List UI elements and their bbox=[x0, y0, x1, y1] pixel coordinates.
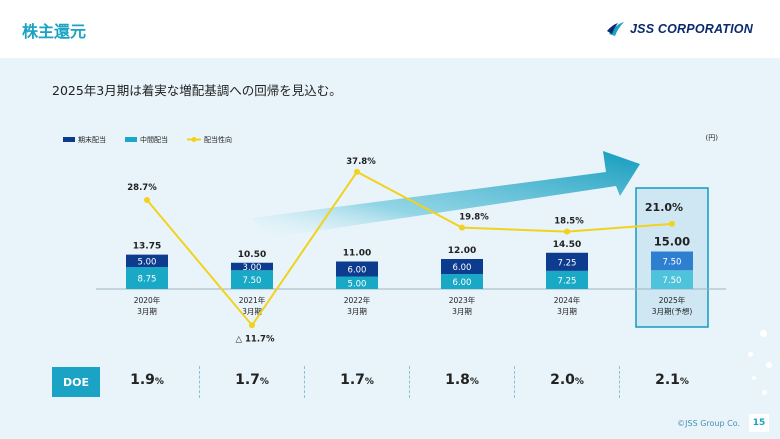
doe-separator bbox=[514, 366, 515, 398]
doe-value: 2.0% bbox=[550, 372, 584, 388]
bar-total-label: 15.00 bbox=[654, 235, 690, 249]
bar-interim-segment bbox=[441, 274, 483, 289]
doe-separator bbox=[199, 366, 200, 398]
category-tick-label: 2021年 bbox=[239, 295, 266, 305]
bar-interim-label: 6.00 bbox=[453, 278, 472, 288]
category-tick-label: 3月期 bbox=[242, 307, 262, 316]
payout-ratio-point bbox=[669, 220, 675, 227]
slide-title: 株主還元 bbox=[22, 22, 87, 41]
bar-interim-label: 7.50 bbox=[663, 276, 682, 286]
payout-ratio-point bbox=[459, 224, 465, 231]
bar-year-end-label: 7.50 bbox=[663, 257, 682, 267]
bar-year-end-segment bbox=[231, 262, 273, 271]
category-tick-label: 2024年 bbox=[554, 295, 581, 305]
payout-ratio-point bbox=[249, 322, 255, 329]
bar-total-label: 12.00 bbox=[448, 246, 476, 256]
bar-interim-segment bbox=[336, 276, 378, 289]
category-tick-label: 2025年 bbox=[659, 295, 686, 305]
doe-label: DOE bbox=[52, 367, 100, 397]
bar-interim-label: 5.00 bbox=[348, 279, 367, 289]
doe-separator bbox=[304, 366, 305, 398]
bar-year-end-segment bbox=[546, 252, 588, 271]
payout-ratio-label: △ 11.7% bbox=[236, 334, 275, 344]
category-tick-label: 3月期 bbox=[557, 307, 577, 316]
bar-year-end-segment bbox=[651, 251, 693, 271]
category-tick-label: 3月期 bbox=[452, 307, 472, 316]
bar-interim-segment bbox=[546, 270, 588, 289]
logo-text: JSS CORPORATION bbox=[630, 22, 753, 36]
category-tick-label: 3月期 bbox=[347, 307, 367, 316]
doe-value: 2.1% bbox=[655, 372, 689, 388]
headline: 2025年3月期は着実な増配基調への回帰を見込む。 bbox=[52, 83, 342, 98]
payout-ratio-label: 21.0% bbox=[645, 201, 683, 214]
decorative-dot bbox=[752, 376, 756, 380]
bar-interim-label: 7.25 bbox=[558, 276, 577, 286]
bar-year-end-label: 7.25 bbox=[558, 258, 577, 268]
slide-header bbox=[0, 0, 780, 58]
bar-year-end-label: 3.00 bbox=[243, 263, 262, 273]
category-tick-label: 2023年 bbox=[449, 295, 476, 305]
bar-total-label: 11.00 bbox=[343, 249, 371, 259]
payout-ratio-label: 28.7% bbox=[127, 183, 157, 193]
legend-label-payout: 配当性向 bbox=[204, 135, 232, 144]
page-number: 15 bbox=[749, 414, 769, 432]
bar-interim-label: 7.50 bbox=[243, 276, 262, 286]
doe-value: 1.9% bbox=[130, 372, 164, 388]
doe-value: 1.7% bbox=[235, 372, 269, 388]
bar-year-end-label: 5.00 bbox=[138, 257, 157, 267]
payout-ratio-label: 37.8% bbox=[346, 157, 376, 167]
decorative-dot bbox=[760, 330, 767, 337]
bar-total-label: 13.75 bbox=[133, 242, 161, 252]
legend-swatch-year-end bbox=[63, 137, 75, 142]
payout-ratio-label: 18.5% bbox=[554, 217, 584, 227]
bar-year-end-label: 6.00 bbox=[348, 266, 367, 276]
bar-total-label: 10.50 bbox=[238, 250, 266, 260]
jss-logo-icon bbox=[607, 22, 624, 36]
decorative-dot bbox=[766, 362, 772, 368]
bar-year-end-segment bbox=[336, 261, 378, 277]
bar-interim-segment bbox=[651, 270, 693, 289]
bar-year-end-segment bbox=[126, 254, 168, 268]
doe-separator bbox=[619, 366, 620, 398]
legend-swatch-payout-marker bbox=[191, 137, 197, 142]
trend-arrow bbox=[252, 151, 640, 238]
doe-value: 1.7% bbox=[340, 372, 374, 388]
doe-value: 1.8% bbox=[445, 372, 479, 388]
decorative-dot bbox=[748, 352, 753, 357]
bar-interim-label: 8.75 bbox=[138, 275, 157, 285]
category-tick-label: 2022年 bbox=[344, 295, 371, 305]
legend-swatch-interim bbox=[125, 137, 137, 142]
legend-label-year-end: 期末配当 bbox=[78, 135, 106, 144]
bar-interim-segment bbox=[126, 267, 168, 289]
decorative-dot bbox=[762, 390, 767, 395]
doe-separator bbox=[409, 366, 410, 398]
payout-ratio-point bbox=[564, 228, 570, 235]
bar-total-label: 14.50 bbox=[553, 240, 581, 250]
payout-ratio-point bbox=[144, 197, 150, 204]
category-tick-label: 3月期 bbox=[137, 307, 157, 316]
payout-ratio-point bbox=[354, 168, 360, 175]
copyright-text: ©JSS Group Co. bbox=[677, 419, 740, 428]
legend-label-interim: 中間配当 bbox=[140, 135, 168, 144]
bar-year-end-label: 6.00 bbox=[453, 263, 472, 273]
bar-interim-segment bbox=[231, 270, 273, 289]
bar-year-end-segment bbox=[441, 259, 483, 274]
category-tick-label: 3月期(予想) bbox=[652, 306, 693, 316]
company-logo: JSS CORPORATION bbox=[606, 20, 753, 38]
category-tick-label: 2020年 bbox=[134, 295, 161, 305]
payout-ratio-line bbox=[146, 170, 673, 327]
payout-ratio-label: 19.8% bbox=[459, 213, 489, 223]
unit-label: (円) bbox=[706, 134, 719, 142]
